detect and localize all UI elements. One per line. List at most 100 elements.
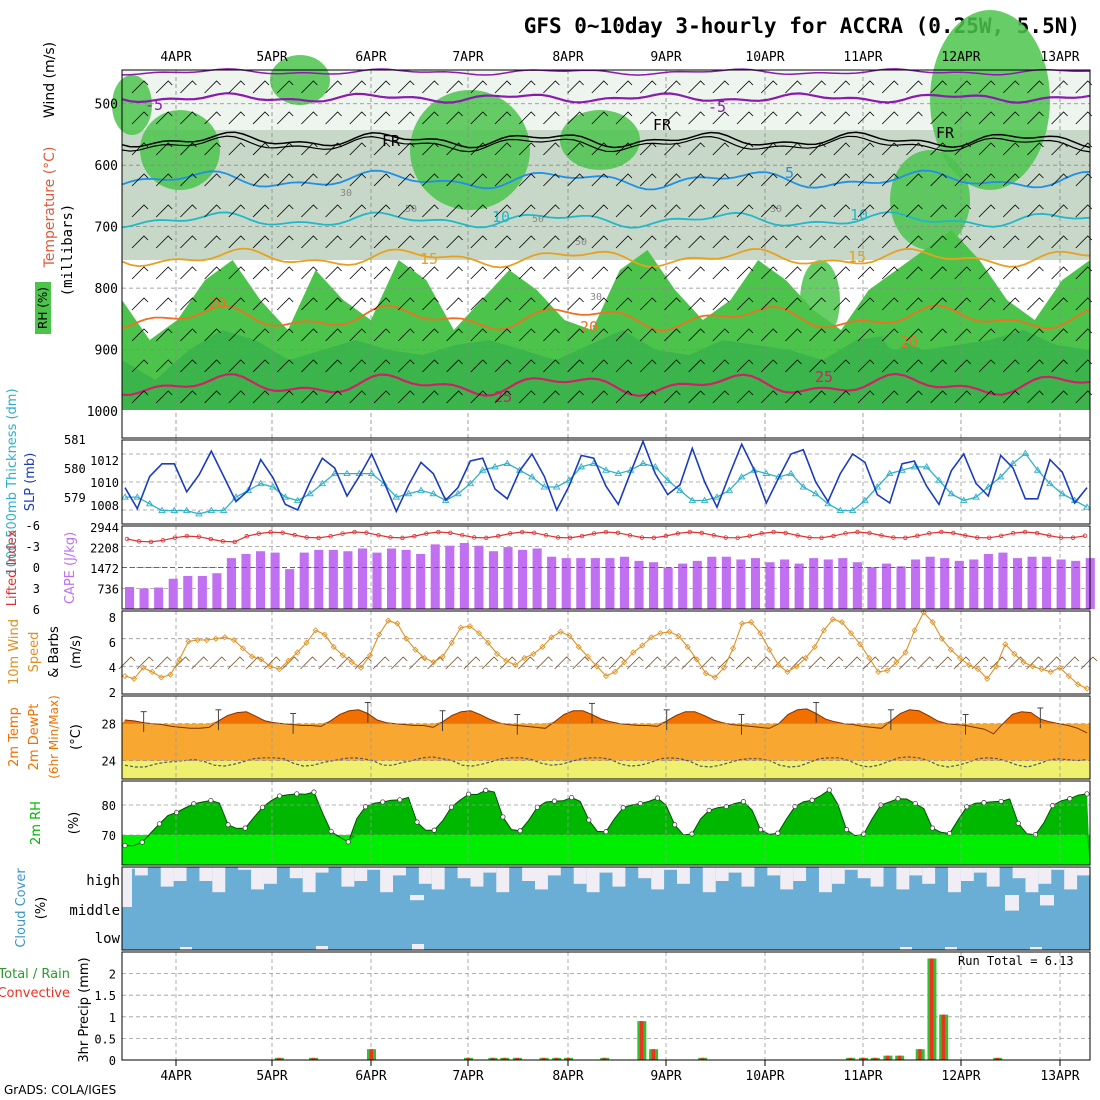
wind-barb <box>252 173 270 187</box>
cape-bar <box>998 552 1008 609</box>
wind-barb <box>567 328 584 342</box>
wind-barb <box>567 80 584 94</box>
wind-barb <box>833 111 851 125</box>
rh2m-point <box>448 804 454 810</box>
wind-barb <box>373 297 391 311</box>
wind10-point <box>258 656 265 663</box>
wind-barb <box>301 390 318 404</box>
cloud-high-gap <box>1051 867 1065 870</box>
rh2m-point <box>1015 820 1021 826</box>
cape-bar <box>256 551 266 609</box>
wind-barb <box>664 297 681 311</box>
wind-barb <box>736 142 754 156</box>
wind-barb <box>639 297 657 311</box>
cape-bar <box>532 548 542 609</box>
wind-barb <box>494 80 512 94</box>
wind10-point <box>140 664 147 671</box>
wind10-point <box>893 659 900 666</box>
lifted-index-point <box>184 533 190 539</box>
wind-barb <box>930 173 947 187</box>
rh2m-point <box>569 794 575 801</box>
wind-barb <box>785 235 802 249</box>
wind-barb <box>954 204 972 218</box>
wind-barb <box>639 235 657 249</box>
cloud-high-gap <box>1025 867 1039 893</box>
rh2m-point <box>225 822 231 828</box>
wind-barb <box>325 80 342 94</box>
rh2m-point <box>362 804 369 810</box>
wind-barb <box>494 328 512 342</box>
wind-barb <box>228 390 246 404</box>
contour-label: -5 <box>708 98 726 116</box>
wind-barb <box>518 142 536 156</box>
cape-bar <box>838 558 848 609</box>
wind10-point <box>621 659 628 666</box>
wind10-point <box>457 624 464 631</box>
wind-barb <box>664 142 681 156</box>
wind-barb <box>930 390 947 404</box>
rh2m-point <box>775 830 781 836</box>
wind-barb <box>615 266 633 280</box>
wind-barb <box>446 111 463 125</box>
t2m-panel-frame <box>121 695 1091 780</box>
wind-barb <box>785 359 802 373</box>
wind-barb <box>422 111 439 125</box>
wind-barb <box>809 80 826 94</box>
precip-convective-bar <box>918 1049 922 1060</box>
wind10-point <box>602 672 610 680</box>
thickness-point <box>1046 479 1054 487</box>
rh2m-point <box>1067 796 1073 802</box>
wind10-point <box>575 643 582 651</box>
thickness-point <box>737 473 746 480</box>
wind-barb <box>785 390 802 404</box>
wind-barb <box>180 204 197 218</box>
thickness-point <box>441 496 450 503</box>
wind-barb <box>591 142 609 156</box>
wind10-point <box>230 636 237 644</box>
lifted-index-point <box>280 530 285 535</box>
wind-barb <box>180 111 197 125</box>
lifted-index-point <box>376 532 381 538</box>
wind10-barb <box>318 656 335 670</box>
thickness-point <box>676 486 684 493</box>
wind-barb <box>349 266 367 280</box>
wind-barb <box>809 390 826 404</box>
rh-patch <box>140 110 220 190</box>
thickness-point <box>861 496 869 503</box>
rh2m-point <box>328 828 334 834</box>
wind10-point <box>466 623 473 630</box>
rh-contour-label: 50 <box>532 214 544 225</box>
thickness-point <box>491 463 499 470</box>
cloud-high-gap <box>354 867 368 881</box>
wind-barb <box>325 266 342 280</box>
wind10-point <box>566 632 573 639</box>
wind-barb <box>1051 204 1068 218</box>
wind10-barb <box>971 656 989 670</box>
thickness-point <box>725 486 734 493</box>
wind-barb <box>470 297 488 311</box>
cape-bar <box>954 560 964 609</box>
slp-axis-label: SLP (mb) <box>23 453 38 512</box>
wind-barb <box>180 142 197 156</box>
wind-barb <box>155 204 173 218</box>
lifted-index-point <box>819 535 824 541</box>
contour-15 <box>121 247 1091 269</box>
wind-barb <box>591 204 609 218</box>
cloud-level-label: high <box>86 873 120 889</box>
wind10-point <box>829 616 836 623</box>
wind-barb <box>349 359 367 373</box>
lifted-index-point <box>651 535 657 541</box>
rh2m-point <box>534 804 540 810</box>
wind-barb <box>276 390 294 404</box>
wind-barb <box>228 111 246 125</box>
rh2m-point <box>156 821 162 827</box>
wind-barb <box>397 328 415 342</box>
cloud-high-gap <box>483 867 497 873</box>
lifted-tick: -3 <box>26 540 40 554</box>
wind10-barb <box>499 656 517 670</box>
upper-panel-frame <box>121 69 1091 439</box>
wind-barb <box>906 173 923 187</box>
wind-barb <box>397 111 415 125</box>
wind10-point <box>784 668 791 675</box>
